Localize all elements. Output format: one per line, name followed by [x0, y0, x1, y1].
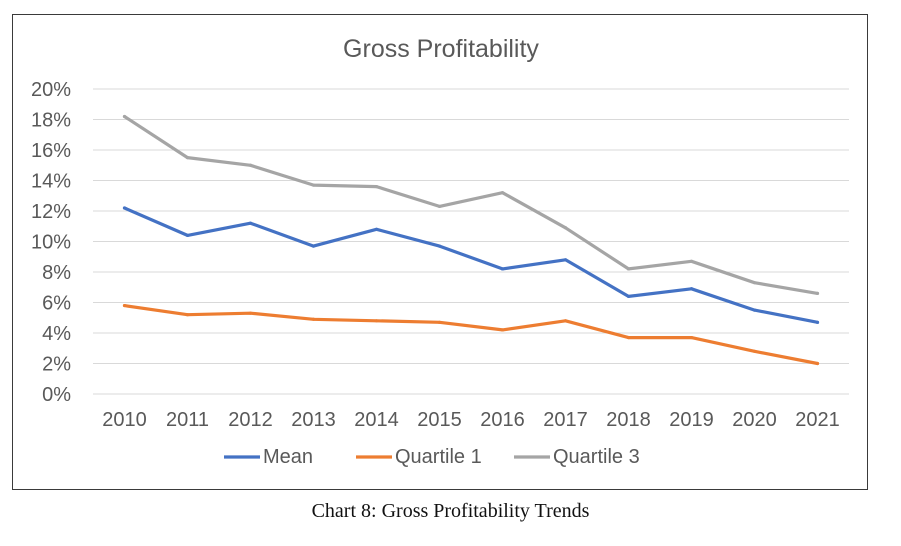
x-tick-label: 2017: [543, 409, 588, 431]
x-tick-label: 2016: [480, 409, 525, 431]
series-line-quartile-3: [122, 114, 820, 295]
x-tick-label: 2010: [102, 409, 147, 431]
data-point-mean: [752, 308, 757, 312]
x-tick-label: 2015: [417, 409, 462, 431]
data-point-quartile-1: [185, 313, 190, 317]
data-point-quartile-3: [752, 281, 757, 285]
data-point-quartile-3: [563, 226, 568, 230]
data-point-mean: [437, 244, 442, 248]
y-tick-label: 0%: [42, 384, 71, 406]
y-tick-label: 18%: [31, 110, 71, 132]
data-point-mean: [500, 267, 505, 271]
data-point-mean: [815, 320, 820, 324]
data-point-quartile-3: [500, 191, 505, 195]
legend-label-quartile-3: Quartile 3: [553, 446, 640, 468]
data-point-quartile-1: [374, 319, 379, 323]
y-axis-ticks: 0% 2% 4% 6% 8% 10% 12% 14% 16% 18% 20%: [31, 79, 71, 406]
data-point-quartile-3: [122, 114, 127, 119]
x-tick-label: 2020: [732, 409, 777, 431]
series-line-mean: [122, 206, 820, 324]
data-point-quartile-1: [248, 311, 253, 315]
y-tick-label: 10%: [31, 232, 71, 254]
data-point-quartile-1: [626, 335, 631, 340]
y-tick-label: 12%: [31, 201, 71, 223]
data-point-quartile-3: [185, 156, 190, 160]
x-tick-label: 2019: [669, 409, 714, 431]
series-line-quartile-1: [122, 304, 820, 366]
data-point-quartile-1: [311, 317, 316, 321]
y-tick-label: 20%: [31, 79, 71, 101]
x-tick-label: 2014: [354, 409, 399, 431]
legend: Mean Quartile 1 Quartile 3: [224, 446, 640, 468]
data-point-quartile-1: [752, 349, 757, 353]
data-point-quartile-3: [689, 259, 694, 263]
y-tick-label: 8%: [42, 262, 71, 284]
data-point-mean: [185, 233, 190, 237]
data-point-mean: [122, 206, 127, 210]
data-point-quartile-3: [311, 183, 316, 187]
x-tick-label: 2018: [606, 409, 651, 431]
data-point-quartile-3: [248, 163, 253, 167]
data-point-quartile-1: [815, 361, 820, 366]
data-point-quartile-1: [500, 328, 505, 332]
gridlines: [93, 88, 849, 395]
series-lines: [122, 114, 820, 366]
y-tick-label: 6%: [42, 293, 71, 315]
y-tick-label: 14%: [31, 171, 71, 193]
y-tick-label: 2%: [42, 354, 71, 376]
data-point-mean: [689, 287, 694, 291]
y-tick-label: 16%: [31, 140, 71, 162]
data-point-mean: [374, 227, 379, 231]
data-point-mean: [311, 244, 316, 248]
data-point-mean: [248, 221, 253, 225]
data-point-mean: [626, 294, 631, 298]
x-axis-ticks: 2010 2011 2012 2013 2014 2015 2016 2017 2018 2019…: [102, 409, 840, 431]
data-point-quartile-3: [437, 204, 442, 209]
data-point-quartile-1: [689, 335, 694, 340]
data-point-mean: [563, 258, 568, 262]
chart-container: Gross Profitability 0% 2% 4% 6% 8% 10% 12% 14% 1…: [12, 14, 868, 490]
data-point-quartile-1: [563, 319, 568, 323]
data-point-quartile-1: [437, 320, 442, 324]
legend-label-quartile-1: Quartile 1: [395, 446, 482, 468]
data-point-quartile-3: [626, 267, 631, 271]
line-chart: Gross Profitability 0% 2% 4% 6% 8% 10% 12% 14% 1…: [31, 35, 849, 468]
figure-caption: Chart 8: Gross Profitability Trends: [311, 500, 590, 522]
x-tick-label: 2021: [795, 409, 840, 431]
data-point-quartile-3: [374, 185, 379, 189]
data-point-quartile-1: [122, 303, 127, 308]
data-point-quartile-3: [815, 291, 820, 295]
legend-label-mean: Mean: [263, 446, 313, 468]
x-tick-label: 2012: [228, 409, 273, 431]
y-tick-label: 4%: [42, 323, 71, 345]
chart-title: Gross Profitability: [343, 35, 539, 63]
x-tick-label: 2013: [291, 409, 336, 431]
x-tick-label: 2011: [166, 409, 209, 431]
